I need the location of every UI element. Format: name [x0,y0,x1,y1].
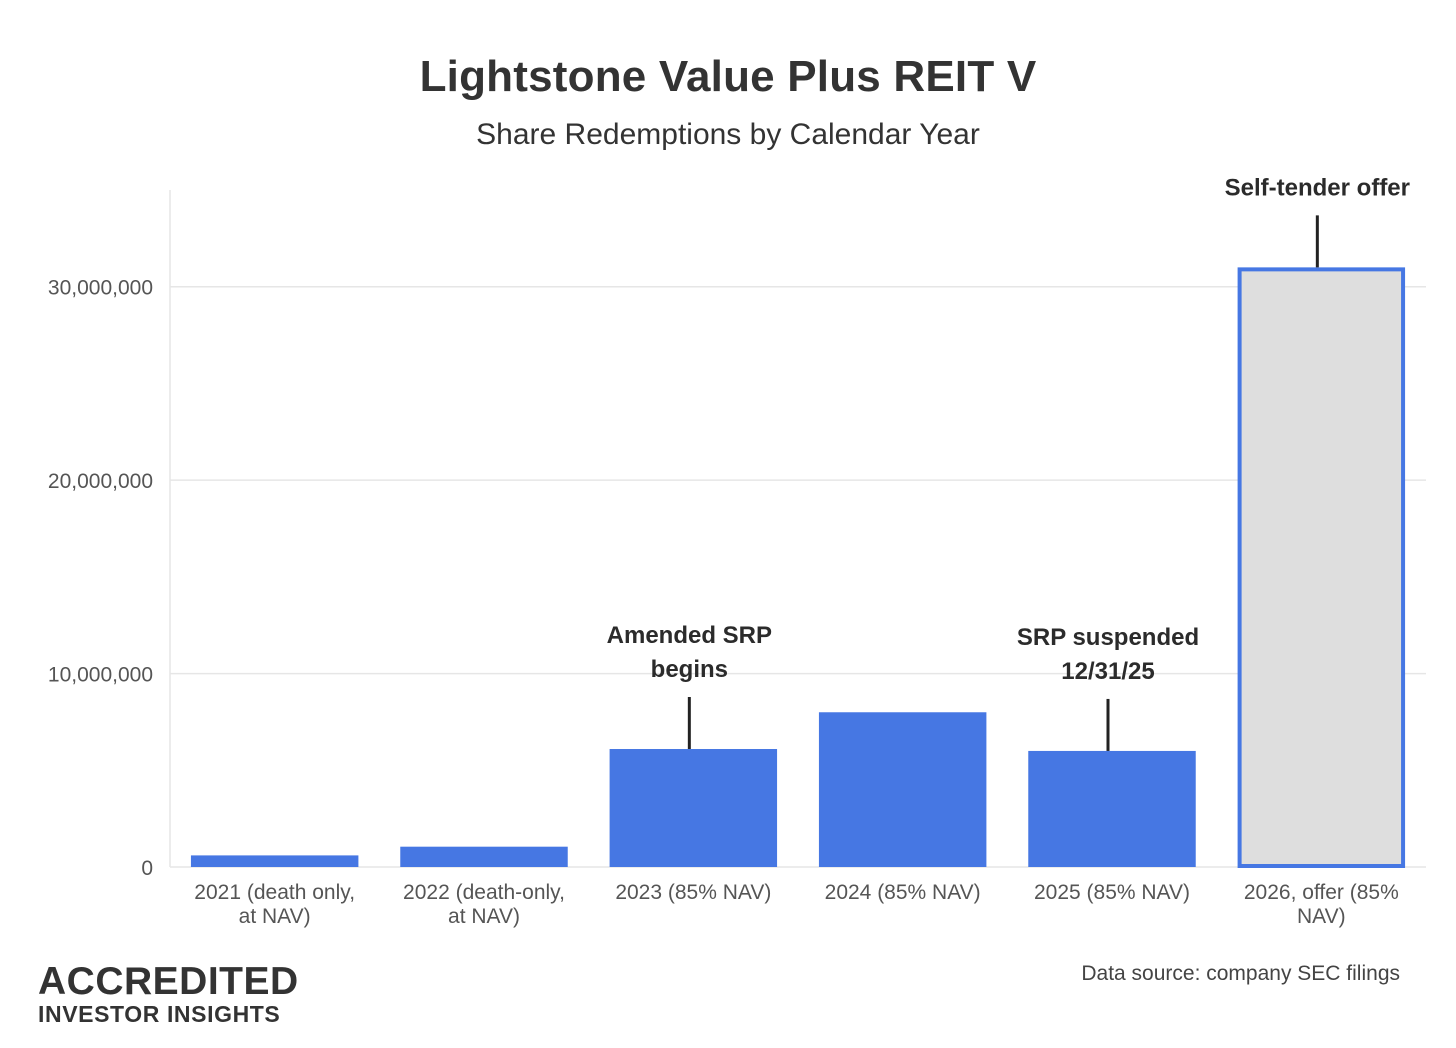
bar [609,749,778,867]
x-tick-label: 2024 (85% NAV) [825,881,981,904]
label-layer: 0 10,000,000 20,000,000 30,000,000 2021 (dea… [48,277,1399,928]
y-tick-label: 10,000,000 [48,664,153,687]
bar [818,712,987,867]
bar [400,846,568,867]
annotation-label: Amended SRP [607,622,772,649]
y-tick-label: 0 [141,857,153,880]
chart-subtitle: Share Redemptions by Calendar Year [476,118,980,151]
annotation-label: 12/31/25 [1061,658,1154,685]
bar [190,855,359,867]
annotation-label: SRP suspended [1017,624,1199,651]
x-tick-label: 2021 (death only, [194,881,355,904]
y-tick-label: 30,000,000 [48,277,153,300]
data-source-note: Data source: company SEC filings [1081,962,1400,985]
x-tick-label: at NAV) [448,905,520,928]
x-tick-label: 2022 (death-only, [403,881,565,904]
x-tick-label: at NAV) [239,905,311,928]
bar [1028,750,1196,867]
bar-layer [190,267,1406,869]
grid-layer [169,190,1426,868]
x-tick-label: 2025 (85% NAV) [1034,881,1190,904]
annotation-layer: Amended SRP begins SRP suspended 12/31/25 Se… [607,174,1410,751]
bar [1237,267,1406,869]
y-tick-label: 20,000,000 [48,470,153,493]
logo-line-1: ACCREDITED [38,960,299,1003]
logo-line-2: INVESTOR INSIGHTS [38,1001,281,1027]
x-tick-label: NAV) [1297,905,1346,928]
annotation-label: Self-tender offer [1225,174,1410,201]
x-tick-label: 2026, offer (85% [1244,881,1399,904]
annotation-label: begins [651,656,728,683]
brand-logo: ACCREDITED INVESTOR INSIGHTS [38,962,299,1026]
chart-title: Lightstone Value Plus REIT V [419,52,1037,101]
x-tick-label: 2023 (85% NAV) [615,881,771,904]
